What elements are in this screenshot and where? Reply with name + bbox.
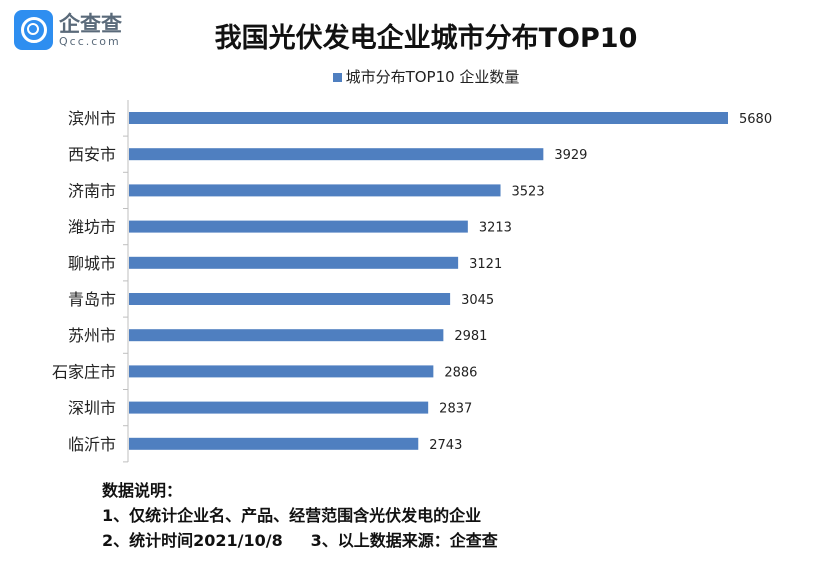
notes-line-1: 1、仅统计企业名、产品、经营范围含光伏发电的企业	[102, 506, 482, 525]
data-label: 2837	[439, 402, 472, 417]
chart-title: 我国光伏发电企业城市分布TOP10	[214, 23, 638, 54]
bar	[129, 401, 429, 414]
qcc-logo-icon	[14, 10, 53, 50]
qcc-logo: 企查查 Qcc.com	[14, 10, 122, 50]
notes-line-2: 2、统计时间2021/10/8 3、以上数据来源：企查查	[102, 531, 498, 550]
bar	[129, 437, 419, 450]
data-label: 3121	[469, 257, 502, 272]
legend-label: 城市分布TOP10 企业数量	[345, 68, 520, 86]
data-label: 3929	[554, 148, 587, 163]
data-notes: 数据说明： 1、仅统计企业名、产品、经营范围含光伏发电的企业 2、统计时间202…	[102, 478, 498, 553]
data-label: 3213	[479, 221, 512, 236]
data-label: 2981	[454, 329, 487, 344]
bar	[129, 184, 501, 197]
legend-swatch	[332, 73, 342, 82]
category-label: 临沂市	[68, 435, 116, 454]
legend: 城市分布TOP10 企业数量	[0, 66, 832, 87]
data-label: 3045	[461, 293, 494, 308]
category-label: 滨州市	[68, 109, 116, 128]
category-label: 苏州市	[68, 326, 116, 345]
bar	[129, 256, 459, 269]
logo-name-cn: 企查查	[59, 11, 122, 36]
category-label: 青岛市	[68, 290, 116, 309]
category-label: 西安市	[68, 145, 116, 164]
bar	[129, 148, 544, 161]
data-label: 2886	[444, 365, 477, 380]
notes-heading: 数据说明：	[102, 481, 183, 500]
data-label: 2743	[429, 438, 462, 453]
category-label: 济南市	[68, 181, 116, 200]
data-label: 5680	[739, 112, 772, 127]
bar	[129, 112, 728, 124]
category-label: 潍坊市	[68, 218, 116, 237]
bar	[129, 329, 444, 342]
bar	[129, 293, 451, 305]
category-label: 石家庄市	[52, 362, 116, 381]
category-label: 深圳市	[68, 399, 116, 418]
bar	[129, 220, 468, 233]
category-label: 聊城市	[68, 254, 116, 273]
logo-name-en: Qcc.com	[59, 34, 121, 48]
data-label: 3523	[512, 184, 545, 199]
bar	[129, 365, 434, 378]
